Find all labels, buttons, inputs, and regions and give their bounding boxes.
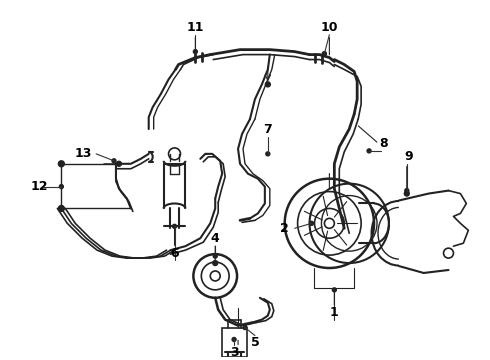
Text: 1: 1 — [330, 306, 339, 319]
Circle shape — [322, 51, 326, 55]
Text: 4: 4 — [211, 232, 220, 245]
Circle shape — [213, 261, 218, 266]
Text: 6: 6 — [170, 247, 179, 260]
Circle shape — [405, 189, 409, 193]
Text: 8: 8 — [380, 138, 388, 150]
Circle shape — [58, 161, 64, 167]
FancyBboxPatch shape — [222, 328, 247, 357]
Text: 7: 7 — [264, 122, 272, 136]
Circle shape — [266, 82, 270, 87]
Text: 9: 9 — [404, 150, 413, 163]
Text: 10: 10 — [320, 21, 338, 34]
Circle shape — [213, 254, 217, 258]
Circle shape — [59, 185, 63, 189]
Circle shape — [243, 325, 247, 329]
Circle shape — [58, 206, 64, 211]
Text: 12: 12 — [31, 180, 49, 193]
Text: 3: 3 — [230, 346, 239, 359]
Text: 11: 11 — [187, 21, 204, 34]
Circle shape — [194, 50, 197, 54]
Text: 2: 2 — [280, 222, 289, 235]
Circle shape — [112, 159, 116, 163]
Circle shape — [232, 337, 236, 342]
Circle shape — [117, 161, 122, 166]
Circle shape — [332, 288, 336, 292]
Circle shape — [172, 224, 176, 228]
Circle shape — [404, 191, 409, 196]
Circle shape — [310, 221, 314, 225]
Text: 13: 13 — [74, 147, 92, 160]
Circle shape — [266, 152, 270, 156]
Circle shape — [367, 149, 371, 153]
Text: 5: 5 — [250, 336, 259, 349]
